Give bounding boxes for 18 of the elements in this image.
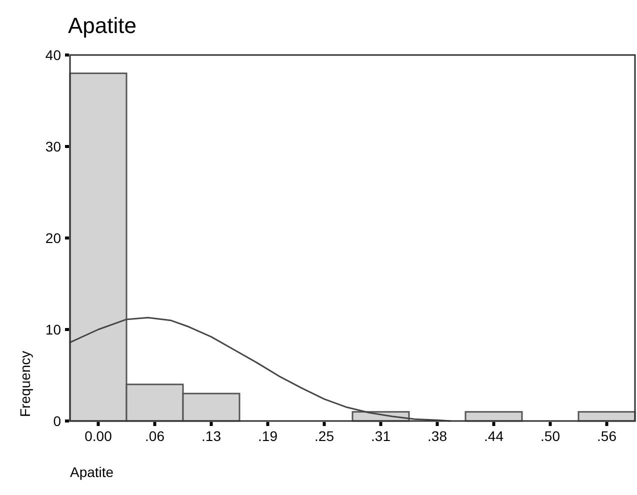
x-tick-label: .13 (202, 428, 222, 444)
y-tick-label: 10 (45, 321, 62, 338)
x-tick-label: .06 (145, 428, 165, 444)
x-tick-label: .56 (597, 428, 617, 444)
x-tick-label: .19 (258, 428, 278, 444)
x-tick-label: 0.00 (84, 428, 112, 444)
x-tick-label: .50 (540, 428, 560, 444)
x-axis-title: Apatite (70, 464, 114, 480)
y-tick-label: 20 (45, 230, 62, 246)
y-tick-label: 30 (45, 138, 62, 154)
x-tick-label: .31 (371, 428, 391, 444)
x-tick-label: .44 (484, 428, 504, 444)
chart-title: Apatite (68, 13, 136, 38)
y-tick-label: 0 (53, 412, 62, 429)
y-axis-title: Frequency (17, 350, 33, 417)
x-tick-label: .25 (314, 428, 334, 444)
y-tick-label: 40 (45, 46, 62, 63)
x-tick-label: .38 (428, 428, 448, 444)
